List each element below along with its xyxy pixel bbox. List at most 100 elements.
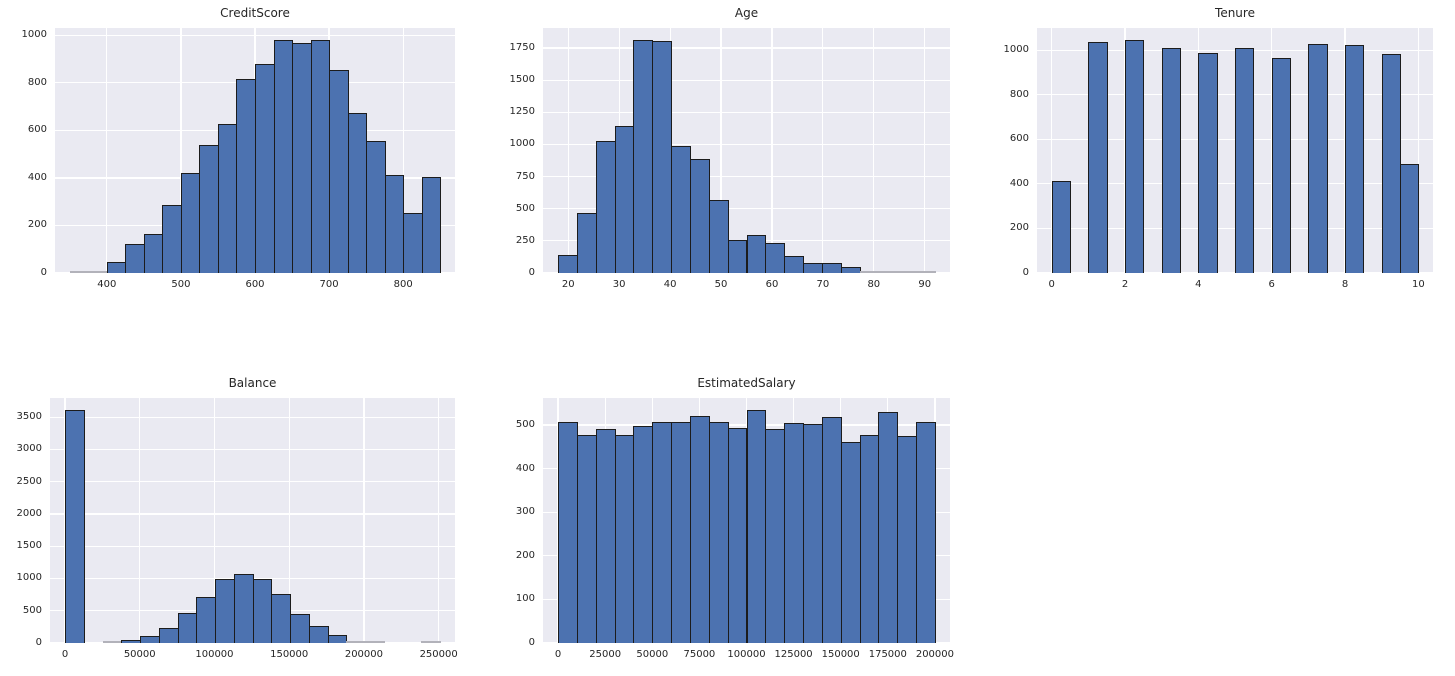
y-tick-label: 2500 — [16, 475, 42, 487]
chart-estimatedsalary: EstimatedSalary 0 100 200 300 400 500 0 25000 50… — [485, 370, 970, 676]
gridline-vertical — [1417, 28, 1419, 273]
histogram-bar — [727, 428, 748, 643]
x-tick-label: 600 — [245, 279, 265, 290]
y-tick-label: 600 — [27, 124, 47, 136]
histogram-bar — [143, 233, 164, 273]
x-tick-label: 40 — [663, 279, 677, 290]
histogram-bar — [765, 428, 786, 643]
histogram-bar — [840, 266, 861, 273]
histogram-bar — [897, 271, 918, 273]
histogram-bar — [558, 421, 578, 643]
y-tick-label: 1000 — [1003, 44, 1029, 56]
histogram-bar — [916, 421, 936, 643]
y-tick-label: 100 — [515, 593, 535, 605]
histogram-bar — [1198, 52, 1218, 273]
x-tick-label: 100000 — [195, 649, 234, 660]
histogram-bar — [346, 641, 366, 643]
histogram-bar — [576, 212, 597, 273]
histogram-bar — [708, 421, 729, 643]
y-tick-label: 200 — [515, 549, 535, 561]
y-tick-label: 500 — [22, 604, 42, 616]
histogram-bar — [158, 627, 179, 643]
histogram-bar — [196, 596, 216, 643]
histogram-bar — [878, 411, 899, 643]
histogram-bar — [1125, 39, 1145, 273]
gridline-horizontal — [50, 481, 455, 483]
y-tick-label: 400 — [1009, 177, 1029, 189]
histogram-bar — [689, 416, 710, 643]
x-tick-label: 175000 — [868, 649, 907, 660]
y-tick-label: 1750 — [509, 42, 535, 54]
y-tick-label: 0 — [40, 267, 47, 278]
y-tick-label: 3000 — [16, 443, 42, 455]
y-tick-label: 750 — [515, 170, 535, 182]
histogram-bar — [765, 243, 786, 273]
plot-area — [55, 28, 455, 274]
histogram-bar — [595, 428, 616, 643]
chart-title: Age — [734, 6, 759, 20]
gridline-vertical — [1051, 28, 1053, 273]
x-tick-label: 700 — [319, 279, 339, 290]
histogram-bar — [347, 112, 368, 273]
histogram-bar — [595, 140, 616, 273]
gridline-vertical — [180, 28, 182, 273]
y-tick-label: 250 — [515, 234, 535, 246]
y-tick-label: 1250 — [509, 106, 535, 118]
gridline-vertical — [1344, 28, 1346, 273]
gridline-horizontal — [543, 208, 950, 210]
histogram-bar — [859, 435, 880, 643]
histogram-bar — [897, 435, 918, 643]
histogram-bar — [215, 578, 235, 643]
gridline-horizontal — [543, 79, 950, 81]
gridline-vertical — [64, 398, 66, 643]
histogram-bar — [329, 70, 349, 273]
histogram-bar — [614, 435, 635, 643]
y-tick-label: 0 — [528, 637, 535, 648]
histogram-bar — [671, 145, 691, 273]
histogram-bar — [1271, 57, 1291, 273]
plot-area — [543, 28, 950, 274]
chart-balance: Balance 0 500 1000 1500 2000 2500 3000 3500 0 500… — [0, 370, 485, 676]
gridline-vertical — [139, 398, 141, 643]
y-tick-label: 500 — [515, 202, 535, 214]
y-tick-label: 3500 — [16, 411, 42, 423]
gridline-vertical — [1197, 28, 1199, 273]
y-tick-label: 0 — [1022, 267, 1029, 278]
histogram-bar — [236, 79, 256, 273]
histogram-bar — [366, 141, 386, 273]
histogram-bar — [840, 441, 861, 643]
gridline-vertical — [771, 28, 773, 273]
x-tick-label: 500 — [171, 279, 191, 290]
x-tick-label: 150000 — [821, 649, 860, 660]
histogram-bar — [652, 40, 673, 273]
y-tick-label: 400 — [27, 171, 47, 183]
x-tick-label: 125000 — [774, 649, 813, 660]
gridline-vertical — [924, 28, 926, 273]
histogram-bar — [177, 613, 198, 643]
histogram-bar — [689, 159, 710, 273]
histogram-bar — [1161, 48, 1181, 273]
histogram-bar — [292, 42, 312, 273]
histogram-bar — [217, 123, 238, 273]
y-tick-label: 1500 — [509, 74, 535, 86]
histogram-bar — [614, 125, 635, 273]
histogram-bar — [652, 421, 673, 643]
histogram-bar — [327, 634, 348, 643]
gridline-vertical — [720, 28, 722, 273]
gridline-horizontal — [50, 513, 455, 515]
x-tick-label: 75000 — [683, 649, 716, 660]
plot-area — [543, 398, 950, 644]
histogram-bar — [365, 641, 385, 643]
histogram-bar — [803, 262, 823, 273]
y-tick-label: 1000 — [16, 572, 42, 584]
histogram-bar — [1400, 163, 1420, 273]
gridline-vertical — [438, 398, 440, 643]
x-tick-label: 2 — [1121, 279, 1129, 290]
y-tick-label: 500 — [515, 419, 535, 431]
histogram-bar — [102, 641, 123, 643]
y-tick-label: 800 — [1009, 88, 1029, 100]
histogram-bar — [121, 640, 141, 643]
histogram-bar — [271, 594, 291, 643]
x-tick-label: 60 — [765, 279, 779, 290]
x-tick-label: 100000 — [727, 649, 766, 660]
